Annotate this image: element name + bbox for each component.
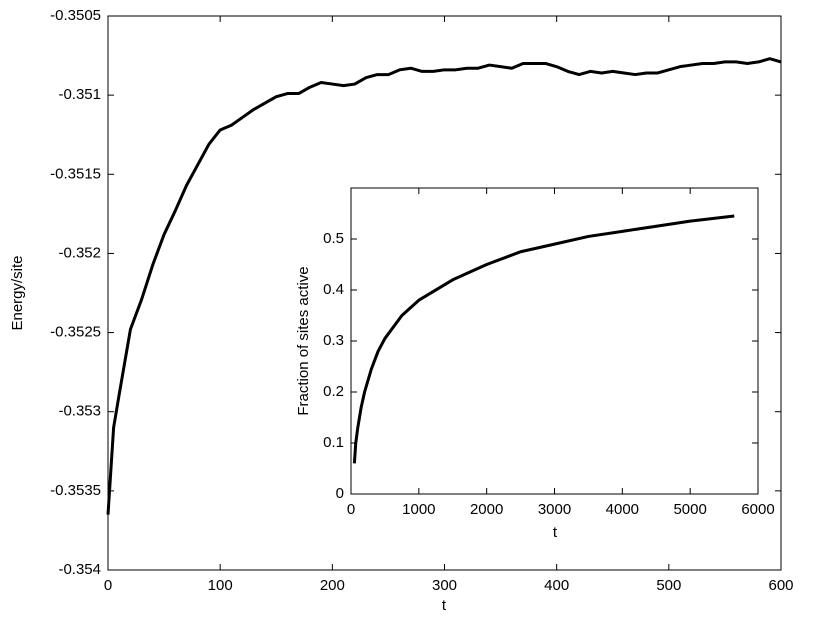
y-axis-label: Energy/site <box>9 255 26 330</box>
y-tick-label: 0 <box>336 485 344 502</box>
y-tick-label: -0.3505 <box>50 7 101 24</box>
x-tick-label: 6000 <box>741 501 774 518</box>
y-tick-label: -0.3535 <box>50 482 101 499</box>
x-tick-label: 300 <box>432 577 457 594</box>
y-tick-label: -0.351 <box>58 86 101 103</box>
y-tick-label: 0.2 <box>323 383 344 400</box>
data-line <box>106 57 782 515</box>
y-tick-label: -0.354 <box>58 561 101 578</box>
y-tick-label: 0.5 <box>323 230 344 247</box>
y-axis-label: Fraction of sites active <box>295 266 312 415</box>
x-tick-label: 100 <box>208 577 233 594</box>
x-axis-label: t <box>553 524 558 541</box>
x-tick-label: 3000 <box>538 501 571 518</box>
x-tick-label: 400 <box>544 577 569 594</box>
y-tick-label: 0.3 <box>323 332 344 349</box>
x-tick-label: 5000 <box>673 501 706 518</box>
axes-box <box>107 15 782 571</box>
x-tick-label: 4000 <box>606 501 639 518</box>
x-axis-label: t <box>442 597 447 614</box>
axes-box <box>350 187 759 495</box>
x-tick-label: 500 <box>656 577 681 594</box>
y-tick-label: 0.1 <box>323 434 344 451</box>
x-tick-label: 0 <box>104 577 112 594</box>
y-tick-label: 0.4 <box>323 281 344 298</box>
x-tick-label: 1000 <box>402 501 435 518</box>
x-tick-label: 200 <box>320 577 345 594</box>
x-tick-label: 600 <box>768 577 793 594</box>
y-tick-label: -0.353 <box>58 403 101 420</box>
data-line <box>352 214 735 464</box>
axes-background <box>351 188 758 494</box>
y-tick-label: -0.352 <box>58 244 101 261</box>
x-tick-label: 0 <box>347 501 355 518</box>
y-tick-label: -0.3525 <box>50 324 101 341</box>
x-tick-label: 2000 <box>470 501 503 518</box>
y-tick-label: -0.3515 <box>50 165 101 182</box>
